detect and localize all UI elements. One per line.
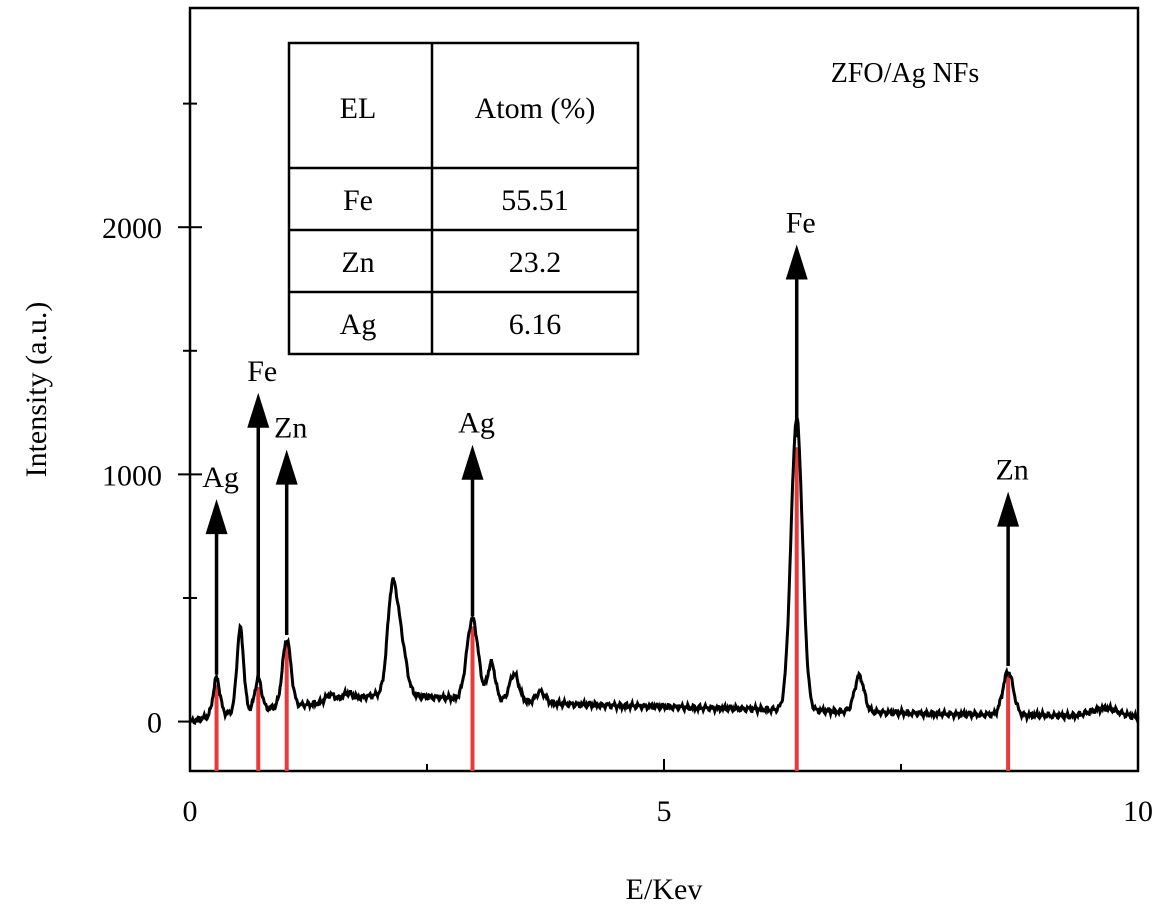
y-tick-label: 0 <box>147 707 162 740</box>
inset-table-frame <box>287 41 640 356</box>
inset-table-cell-element: Fe <box>343 184 373 217</box>
x-axis-label: E/Kev <box>626 873 703 906</box>
y-axis-label: Intensity (a.u.) <box>20 302 53 478</box>
element-label-ag: Ag <box>202 461 239 494</box>
y-tick-label: 2000 <box>102 212 162 245</box>
inset-table-cell-value: 55.51 <box>501 184 569 217</box>
spectrum-line <box>189 413 1140 726</box>
plot-area: Ag Fe Zn Ag Fe Zn <box>188 6 1140 773</box>
element-arrows: Ag Fe Zn Ag Fe Zn <box>202 207 1029 678</box>
x-tick-label: 5 <box>657 795 672 828</box>
inset-table-header-atom: Atom (%) <box>475 92 596 125</box>
element-arrow-head <box>275 449 298 485</box>
inset-table-cell-element: Zn <box>341 246 374 279</box>
element-arrow-head <box>461 444 484 480</box>
element-arrow-head <box>205 499 228 535</box>
axes: 0 5 10 0 1000 2000 <box>102 102 1153 828</box>
inset-table: EL Atom (%) Fe 55.51 Zn 23.2 Ag 6.16 <box>287 41 640 356</box>
element-label-zn: Zn <box>274 412 307 445</box>
element-arrow-head <box>247 392 270 428</box>
element-label-fe: Fe <box>786 207 816 240</box>
x-tick-label: 10 <box>1123 795 1153 828</box>
element-label-zn: Zn <box>995 454 1028 487</box>
element-label-fe: Fe <box>247 355 277 388</box>
inset-table-cell-value: 6.16 <box>509 308 562 341</box>
inset-table-cell-element: Ag <box>340 308 377 341</box>
chart-title: ZFO/Ag NFs <box>831 58 980 89</box>
inset-table-header-el: EL <box>340 92 377 125</box>
inset-table-cell-value: 23.2 <box>509 246 562 279</box>
element-markers <box>214 447 1011 771</box>
element-arrow-head <box>785 244 808 280</box>
x-tick-label: 0 <box>183 795 198 828</box>
y-tick-label: 1000 <box>102 459 162 492</box>
element-arrow-head <box>997 491 1020 527</box>
element-label-ag: Ag <box>458 407 495 440</box>
